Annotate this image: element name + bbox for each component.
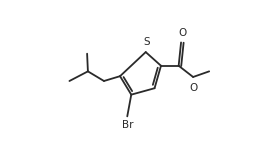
- Text: O: O: [189, 83, 197, 93]
- Text: S: S: [143, 37, 150, 47]
- Text: Br: Br: [122, 120, 134, 130]
- Text: O: O: [179, 29, 187, 38]
